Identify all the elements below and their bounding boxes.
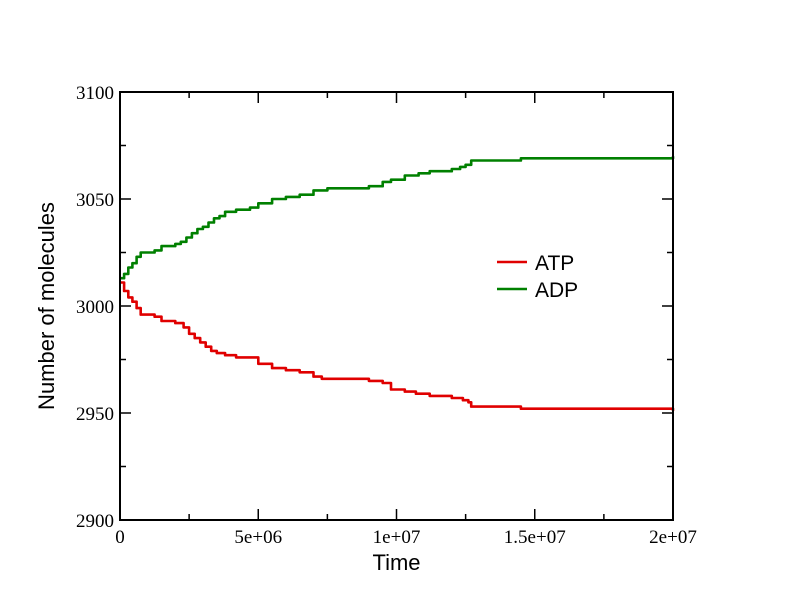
x-tick-label: 1e+07 <box>373 527 421 548</box>
tick-labels: 0 5e+06 1e+07 1.5e+07 2e+07 2900 2950 3000 3050 3… <box>76 83 697 548</box>
series-line-adp <box>120 156 675 280</box>
y-tick-label: 3100 <box>76 83 114 104</box>
x-tick-label: 0 <box>115 527 125 548</box>
legend-label-adp: ADP <box>535 279 578 302</box>
legend-label-atp: ATP <box>535 252 574 275</box>
x-tick-label: 5e+06 <box>234 527 282 548</box>
y-tick-label: 2950 <box>76 404 114 425</box>
x-tick-label: 1.5e+07 <box>504 527 566 548</box>
series-line-atp <box>120 281 675 411</box>
x-tick-label: 2e+07 <box>649 527 697 548</box>
legend: ATP ADP <box>497 252 578 302</box>
y-tick-label: 2900 <box>76 511 114 532</box>
x-axis-label: Time <box>372 550 420 575</box>
y-axis-label: Number of molecules <box>34 202 59 410</box>
plot-lines <box>120 156 675 411</box>
ticks <box>119 91 674 521</box>
y-tick-label: 3000 <box>76 297 114 318</box>
y-tick-label: 3050 <box>76 190 114 211</box>
